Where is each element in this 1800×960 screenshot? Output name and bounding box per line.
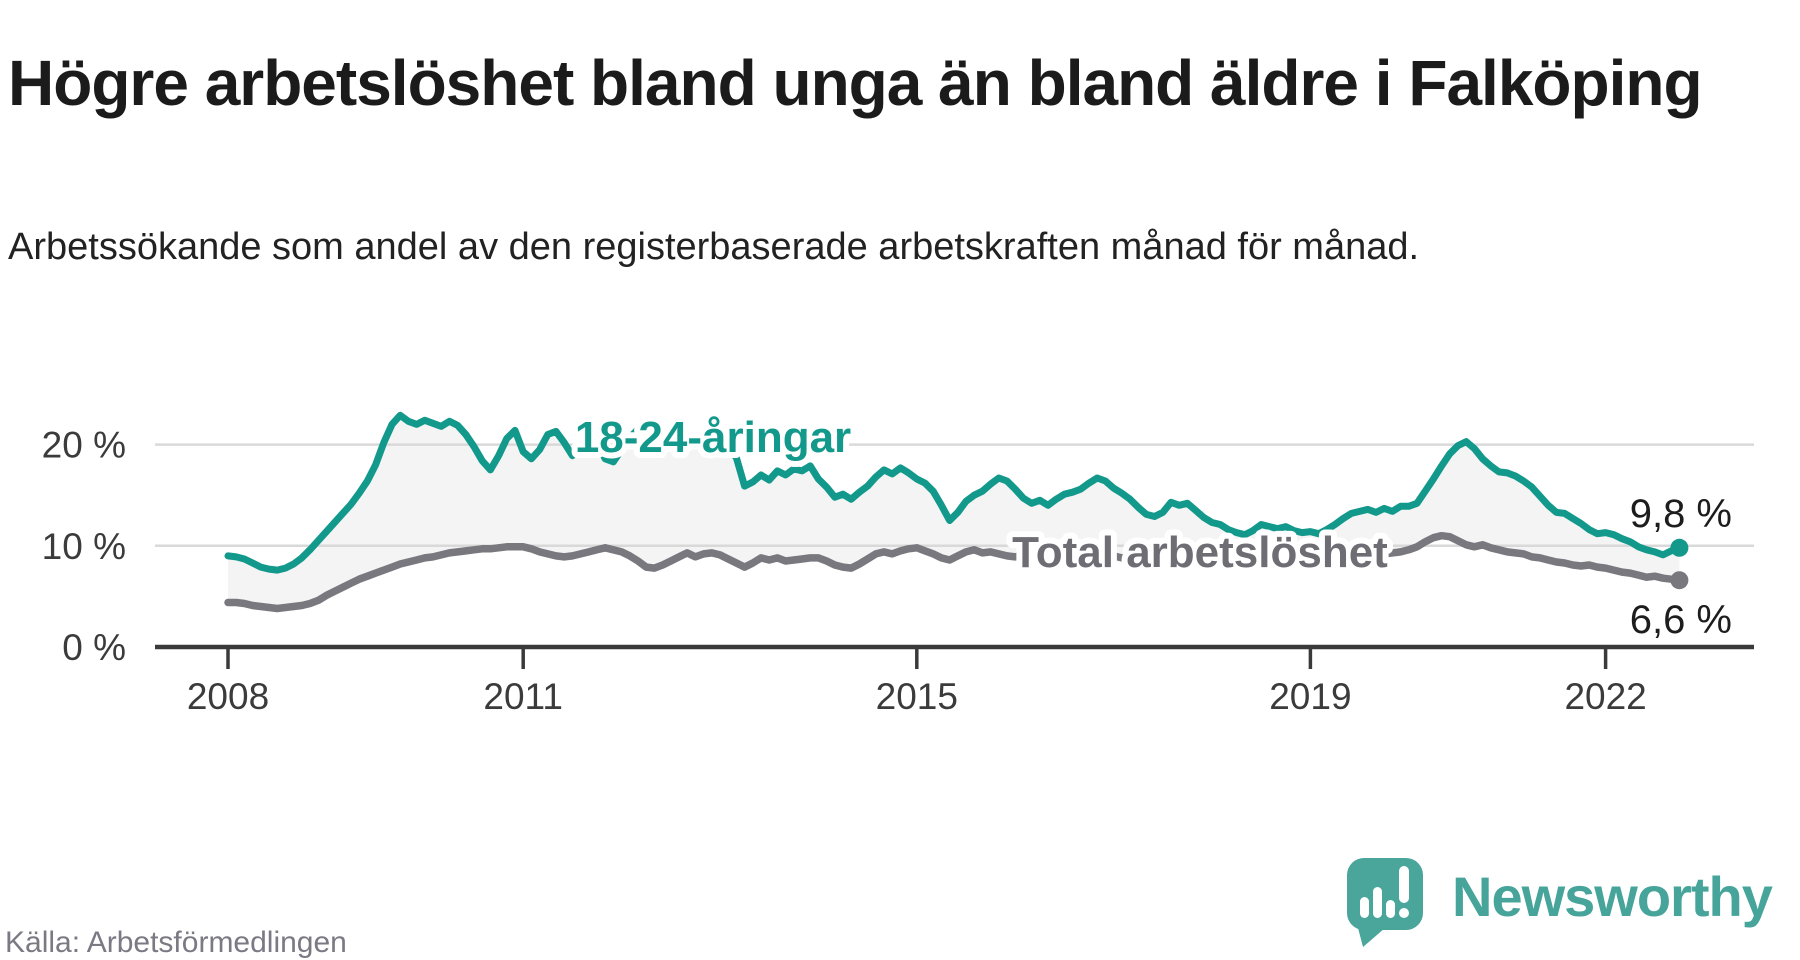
speech-bubble-bar-chart-exclamation-icon [1347,858,1423,947]
x-tick-label: 2019 [1269,676,1351,717]
y-tick-label: 0 % [62,627,126,668]
y-tick-label: 10 % [42,526,126,567]
series-line-youth [224,411,1683,574]
end-dot-total [1670,571,1689,590]
x-tick-label: 2015 [876,676,958,717]
series-label-youth: 18-24-åringar [575,413,851,462]
end-dot-youth [1670,538,1689,557]
newsworthy-logo-icon [1347,858,1423,947]
page-subtitle: Arbetssökande som andel av den registerb… [8,226,1420,268]
series-line-total [224,531,1684,613]
x-tick-label: 2022 [1564,676,1646,717]
source-note: Källa: Arbetsförmedlingen [5,926,347,959]
page-title: Högre arbetslöshet bland unga än bland ä… [8,46,1703,119]
y-tick-label: 20 % [42,425,126,466]
x-tick-label: 2011 [483,676,563,717]
x-tick-label: 2008 [187,676,269,717]
series-label-total: Total arbetslöshet [1012,528,1388,577]
end-label-total: 6,6 % [1630,598,1732,642]
end-label-youth: 9,8 % [1630,492,1732,536]
newsworthy-wordmark: Newsworthy [1452,865,1773,928]
